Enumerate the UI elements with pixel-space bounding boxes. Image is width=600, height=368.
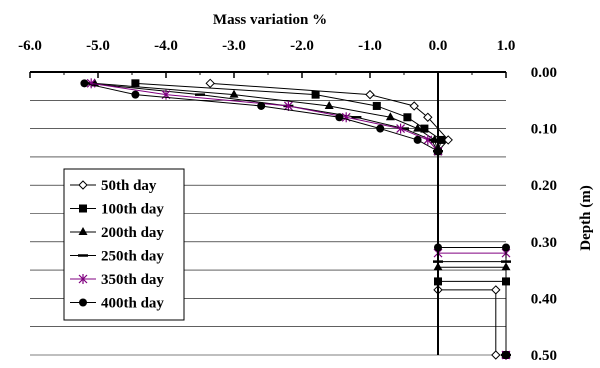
y-tick-label: 0.10 bbox=[531, 122, 557, 138]
legend-label: 100th day bbox=[101, 202, 164, 218]
x-tick-label: -5.0 bbox=[86, 38, 110, 54]
data-point bbox=[372, 101, 381, 110]
series-1 bbox=[205, 78, 501, 360]
data-point bbox=[396, 123, 406, 134]
y-axis-title: Depth (m) bbox=[578, 185, 594, 250]
legend-label: 350th day bbox=[101, 272, 164, 288]
series-line bbox=[135, 82, 507, 355]
series-group bbox=[80, 72, 511, 360]
data-point bbox=[409, 101, 419, 111]
tick-labels: -6.0 -5.0 -4.0 -3.0 -2.0 -1.0 0.0 1.0 0.00 0.10 0.… bbox=[18, 38, 557, 364]
data-point bbox=[335, 113, 344, 122]
data-point bbox=[205, 78, 215, 89]
x-tick-label: -4.0 bbox=[154, 38, 178, 54]
series-line bbox=[84, 82, 507, 355]
data-point bbox=[437, 135, 446, 144]
data-point bbox=[79, 298, 87, 307]
data-point bbox=[78, 180, 88, 190]
legend-label: 200th day bbox=[101, 225, 164, 241]
data-point bbox=[324, 100, 334, 109]
series-6 bbox=[80, 79, 510, 359]
data-point bbox=[491, 285, 501, 295]
data-point bbox=[86, 78, 96, 89]
series-line bbox=[87, 82, 507, 355]
data-point bbox=[420, 124, 429, 133]
data-point bbox=[443, 135, 453, 145]
legend-box bbox=[63, 168, 185, 321]
y-tick-label: 0.50 bbox=[531, 348, 557, 364]
legend-item: 250th day bbox=[70, 249, 164, 265]
data-point bbox=[502, 351, 510, 359]
y-tick-label: 0.00 bbox=[531, 65, 557, 81]
data-point bbox=[311, 90, 320, 99]
x-tick-label: 1.0 bbox=[497, 38, 516, 54]
legend-label: 400th day bbox=[101, 296, 164, 312]
data-point bbox=[229, 89, 239, 98]
x-tick-label: -6.0 bbox=[18, 38, 42, 54]
y-tick-label: 0.40 bbox=[531, 291, 557, 307]
data-point bbox=[423, 112, 433, 122]
data-point bbox=[413, 135, 422, 144]
y-tick-label: 0.20 bbox=[531, 178, 557, 194]
data-point bbox=[491, 350, 501, 360]
x-axis-title: Mass variation % bbox=[213, 12, 327, 28]
data-point bbox=[79, 204, 87, 213]
legend-label: 50th day bbox=[101, 178, 157, 194]
data-point bbox=[341, 112, 351, 123]
x-tick-label: -2.0 bbox=[290, 38, 314, 54]
data-point bbox=[376, 124, 385, 133]
data-point bbox=[403, 113, 412, 122]
data-point bbox=[131, 79, 140, 88]
legend: 50th day 100th day 200th day 250th day 350th… bbox=[63, 168, 185, 321]
data-point bbox=[131, 90, 140, 99]
legend-item: 400th day bbox=[70, 296, 164, 312]
data-point bbox=[78, 274, 88, 284]
data-point bbox=[385, 112, 395, 121]
legend-item: 50th day bbox=[70, 178, 157, 194]
legend-label: 250th day bbox=[101, 249, 164, 265]
series-line bbox=[91, 82, 507, 355]
data-point bbox=[257, 101, 266, 110]
x-tick-label: 0.0 bbox=[429, 38, 448, 54]
legend-item: 200th day bbox=[70, 225, 164, 241]
data-point bbox=[78, 227, 88, 235]
x-tick-label: -1.0 bbox=[358, 38, 382, 54]
x-tick-label: -3.0 bbox=[222, 38, 246, 54]
y-tick-label: 0.30 bbox=[531, 235, 557, 251]
legend-item: 350th day bbox=[70, 272, 164, 288]
data-point bbox=[365, 89, 375, 100]
data-point bbox=[80, 79, 89, 88]
data-point bbox=[502, 243, 510, 252]
data-point bbox=[413, 123, 423, 132]
data-point bbox=[423, 134, 433, 145]
series-line bbox=[210, 82, 497, 355]
series-line bbox=[94, 82, 507, 355]
legend-item: 100th day bbox=[70, 202, 164, 218]
data-point bbox=[283, 100, 293, 111]
series-2 bbox=[131, 79, 510, 359]
